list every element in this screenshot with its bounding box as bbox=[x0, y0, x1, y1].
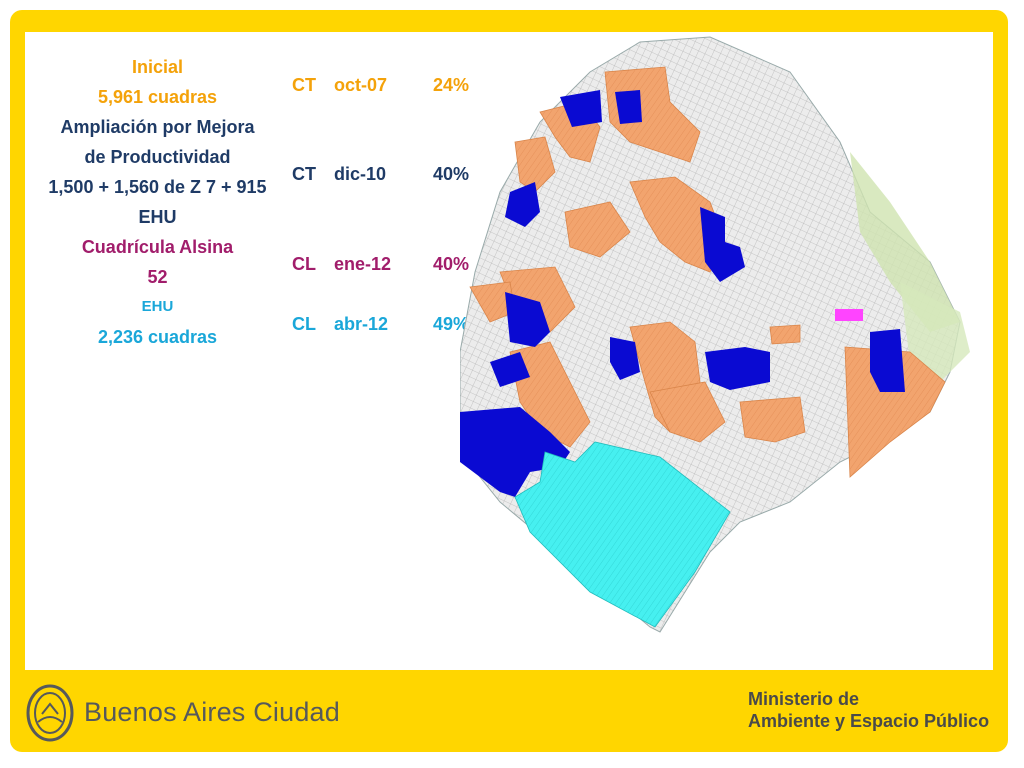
ministry-name: Ministerio de Ambiente y Espacio Público bbox=[748, 688, 989, 732]
ampliacion-detail-1: 1,500 + 1,560 de Z 7 + 915 bbox=[48, 177, 267, 197]
ampliacion-date: dic-10 bbox=[334, 164, 387, 184]
inicial-count: 5,961 cuadras bbox=[97, 87, 218, 107]
row-ampliacion: CT dic-10 40% bbox=[292, 163, 469, 185]
row-ehu: CL abr-12 49% bbox=[292, 313, 469, 335]
ehu-code: CL bbox=[292, 314, 316, 334]
alsina-zone bbox=[835, 309, 863, 321]
alsina-count: 52 bbox=[147, 267, 168, 287]
brand-name: Buenos Aires Ciudad bbox=[84, 697, 340, 727]
inicial-percent: 24% bbox=[432, 75, 469, 95]
ehu-date: abr-12 bbox=[334, 314, 389, 334]
inicial-title: Inicial bbox=[131, 57, 184, 77]
ampliacion-code: CT bbox=[292, 164, 316, 184]
park-area bbox=[850, 152, 960, 332]
alsina-title: Cuadrícula Alsina bbox=[81, 237, 234, 257]
ampliacion-detail-2: EHU bbox=[138, 207, 177, 227]
legend-labels: Inicial 5,961 cuadras Ampliación por Mej… bbox=[30, 52, 285, 352]
ministry-line-1: Ministerio de bbox=[748, 689, 860, 709]
ehu-zone bbox=[514, 441, 731, 628]
row-inicial: CT oct-07 24% bbox=[292, 74, 469, 96]
alsina-date: ene-12 bbox=[334, 254, 392, 274]
park-area bbox=[900, 282, 970, 382]
ministry-line-2: Ambiente y Espacio Público bbox=[748, 711, 990, 731]
inicial-date: oct-07 bbox=[334, 75, 388, 95]
inicial-code: CT bbox=[292, 75, 316, 95]
ehu-count: 2,236 cuadras bbox=[97, 327, 218, 347]
alsina-percent: 40% bbox=[432, 254, 469, 274]
ampliacion-percent: 40% bbox=[432, 164, 469, 184]
inicial-zones bbox=[469, 66, 946, 478]
alsina-code: CL bbox=[292, 254, 316, 274]
ampliacion-title-2: de Productividad bbox=[84, 147, 231, 167]
ehu-percent: 49% bbox=[432, 314, 469, 334]
city-shield-logo-icon bbox=[26, 684, 74, 742]
ampliacion-zones bbox=[460, 90, 905, 497]
city-zones-map bbox=[460, 36, 970, 633]
ampliacion-title-1: Ampliación por Mejora bbox=[60, 117, 255, 137]
row-alsina: CL ene-12 40% bbox=[292, 253, 469, 275]
ehu-title: EHU bbox=[141, 298, 174, 315]
